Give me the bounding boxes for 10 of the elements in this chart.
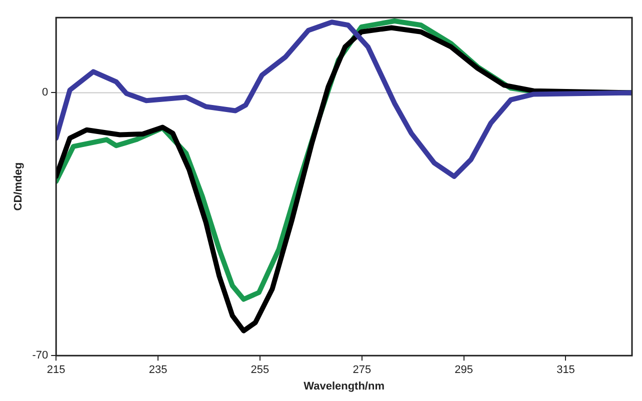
x-tick-label: 255 [250, 364, 270, 376]
x-tick-label: 235 [148, 364, 168, 376]
x-tick-label: 315 [556, 364, 575, 376]
x-tick-label: 215 [46, 364, 66, 376]
x-tick-label: 275 [352, 364, 372, 376]
y-tick-label: -70 [32, 350, 48, 362]
y-axis-title: CD/mdeg [12, 162, 25, 211]
y-tick-label: 0 [42, 86, 48, 99]
x-tick-label: 295 [454, 364, 473, 376]
x-axis-title: Wavelength/nm [304, 380, 385, 392]
